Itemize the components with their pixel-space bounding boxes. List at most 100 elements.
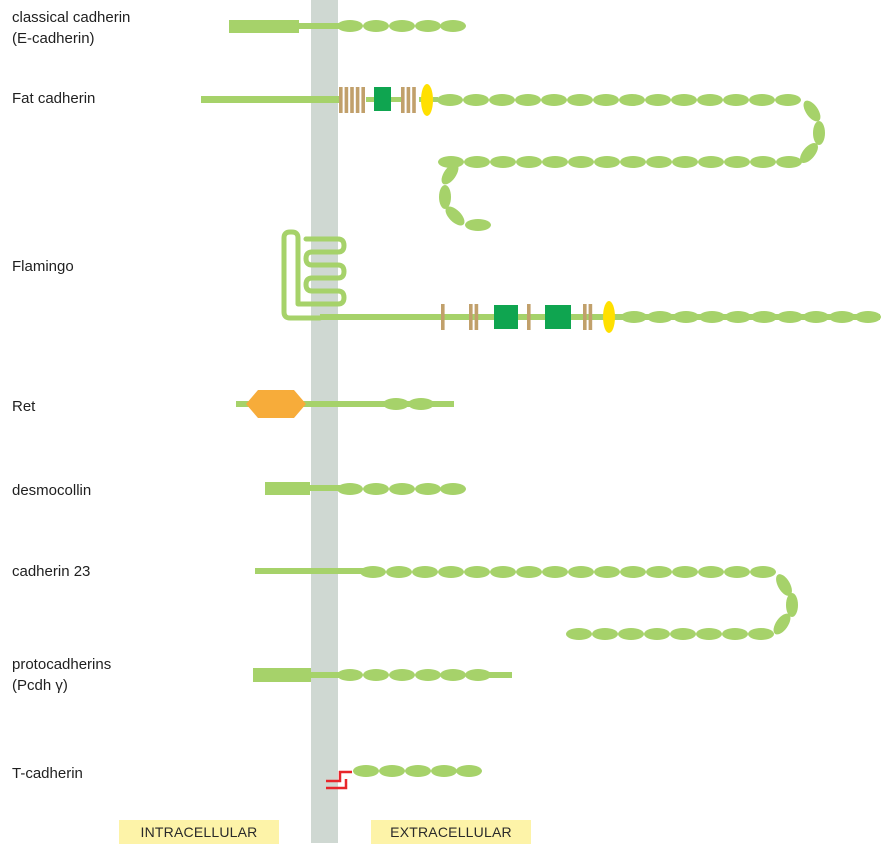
cadherin-repeat (593, 94, 619, 106)
cadherin-repeat (749, 94, 775, 106)
cadherin-repeat (515, 94, 541, 106)
cadherin-repeat (489, 94, 515, 106)
cadherin-repeat (389, 669, 415, 681)
cadherin-repeat (670, 628, 696, 640)
extracellular-tag: EXTRACELLULAR (371, 820, 531, 844)
fat-cadherin (201, 84, 825, 231)
cadherin-repeat (516, 566, 542, 578)
egf-like-domain (494, 305, 518, 329)
label-classical-cadherin: classical cadherin (12, 9, 131, 26)
cadherin-repeat (568, 566, 594, 578)
cadherin-repeat (389, 20, 415, 32)
cadherin-repeat (415, 483, 441, 495)
cadherin-repeat (567, 94, 593, 106)
cadherin-repeat (725, 311, 751, 323)
cadherin-repeat (594, 566, 620, 578)
cadherin-repeat (855, 311, 881, 323)
laminin-g-stripe (344, 87, 349, 113)
cadherin-repeat (751, 311, 777, 323)
cadherin-repeat (440, 669, 466, 681)
cadherin-repeat (813, 121, 825, 145)
egf-like-domain (545, 305, 571, 329)
cadherin-repeat (542, 156, 568, 168)
cadherin-23 (255, 566, 798, 640)
cadherin-repeat (776, 574, 792, 596)
cadherin-repeat (594, 156, 620, 168)
cadherin-repeat (620, 156, 646, 168)
cadherin-repeat (379, 765, 405, 777)
cadherin-repeat (775, 94, 801, 106)
cytoplasmic-tail (201, 96, 341, 103)
transmembrane-segment (310, 485, 340, 491)
cadherin-repeat (723, 94, 749, 106)
laminin-g-stripe (474, 304, 479, 330)
laminin-g-stripe (588, 304, 593, 330)
yellow-domain (421, 84, 433, 116)
cadherin-repeat (773, 613, 791, 635)
cadherin-repeat (786, 593, 798, 617)
cadherin-repeat (431, 765, 457, 777)
cytoplasmic-domain (265, 482, 310, 495)
cadherin-repeat (541, 94, 567, 106)
cadherin-repeat (490, 156, 516, 168)
cadherin-repeat (724, 156, 750, 168)
gpi-anchor-lower (326, 779, 348, 790)
cadherin-repeat (440, 20, 466, 32)
laminin-g-stripe (469, 304, 473, 330)
cadherin-repeat (750, 566, 776, 578)
laminin-g-stripe (441, 304, 445, 330)
cadherin-repeat (463, 94, 489, 106)
cadherin-repeat (363, 20, 389, 32)
intracellular-tag: INTRACELLULAR (119, 820, 279, 844)
cadherin-repeat (464, 156, 490, 168)
label-desmocollin: desmocollin (12, 482, 92, 499)
flamingo (281, 229, 881, 333)
kinase-domain (246, 390, 306, 418)
laminin-g-stripe (412, 87, 416, 113)
cadherin-repeat (441, 163, 459, 185)
linker (419, 97, 423, 102)
laminin-g-stripe (527, 304, 531, 330)
cadherin-repeat (698, 566, 724, 578)
cadherin-repeat (438, 566, 464, 578)
label-flamingo: Flamingo (12, 258, 74, 275)
label-t-cadherin: T-cadherin (12, 765, 83, 782)
cadherin-repeat (722, 628, 748, 640)
cadherin-repeat (415, 669, 441, 681)
cytoplasmic-tail (255, 568, 365, 574)
cadherin-repeat (829, 311, 855, 323)
cadherin-repeat (445, 206, 465, 226)
extracellular-stalk (320, 314, 880, 320)
cadherin-repeat (516, 156, 542, 168)
cytoplasmic-domain (253, 668, 311, 682)
label-cadherin-23: cadherin 23 (12, 563, 91, 580)
cadherin-repeat (437, 94, 463, 106)
cadherin-repeat (618, 628, 644, 640)
cadherin-repeat (646, 566, 672, 578)
cadherin-repeat (389, 483, 415, 495)
linker (391, 97, 401, 102)
cadherin-repeat (337, 669, 363, 681)
cadherin-repeat (777, 311, 803, 323)
cadherin-repeat (353, 765, 379, 777)
extracellular-tail (488, 672, 512, 678)
cadherin-repeat (412, 566, 438, 578)
laminin-g-stripe (406, 87, 411, 113)
t-cadherin (326, 765, 482, 790)
cadherin-repeat (672, 156, 698, 168)
label-e-cadherin: (E-cadherin) (12, 30, 95, 47)
cadherin-repeat (465, 669, 491, 681)
protocadherins (253, 668, 512, 682)
cadherin-repeat (386, 566, 412, 578)
label-fat-cadherin: Fat cadherin (12, 90, 96, 107)
cadherin-repeat (464, 566, 490, 578)
cadherin-repeat (363, 483, 389, 495)
cadherin-repeat (363, 669, 389, 681)
cadherin-repeat (644, 628, 670, 640)
cadherin-repeat (750, 156, 776, 168)
cadherin-repeat (699, 311, 725, 323)
cadherin-repeat (673, 311, 699, 323)
cadherin-repeat (360, 566, 386, 578)
